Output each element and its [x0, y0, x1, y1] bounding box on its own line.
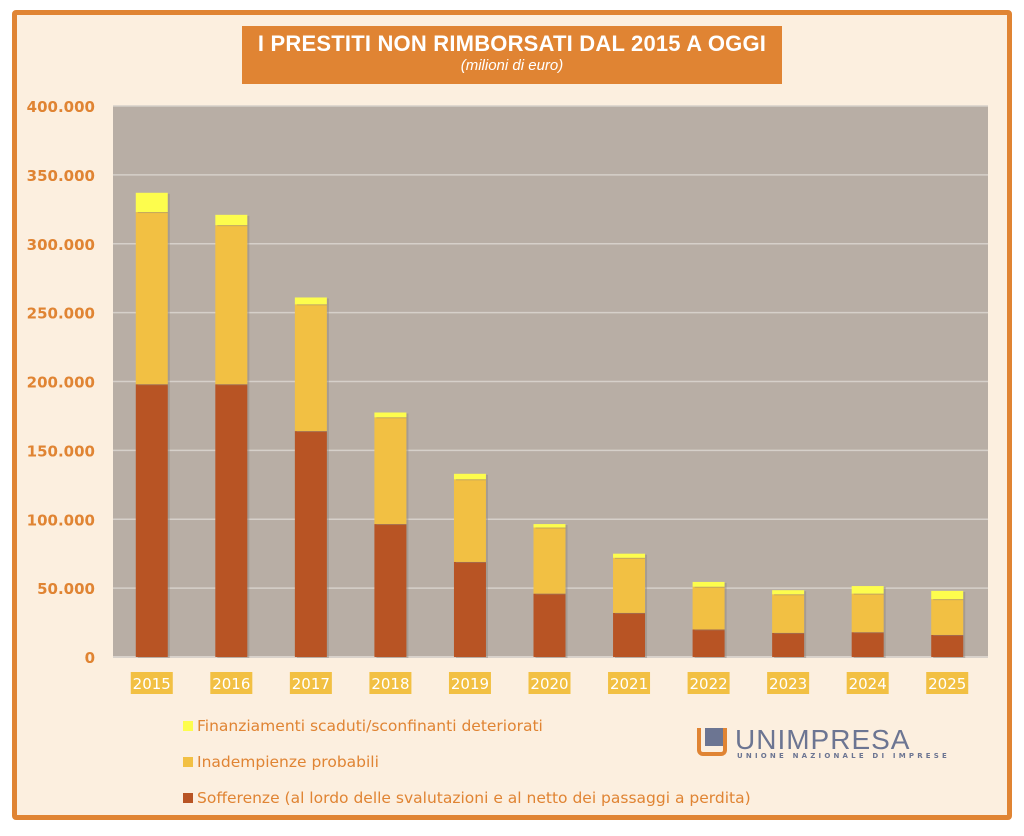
- bar-segment-scaduti: [294, 297, 327, 305]
- y-tick-label: 200.000: [27, 374, 95, 392]
- x-tick-bg: [369, 672, 412, 694]
- bar-segment-inadempienze: [533, 527, 566, 594]
- bar-stack-2021: [613, 553, 648, 658]
- legend-label: Finanziamenti scaduti/sconfinanti deteri…: [197, 717, 543, 735]
- bar-stack-2020: [533, 524, 568, 658]
- legend-swatch-scaduti: [183, 721, 193, 731]
- x-tick-bg: [767, 672, 810, 694]
- x-tick-label: 2024: [849, 675, 887, 693]
- x-tick-label: 2019: [451, 675, 489, 693]
- x-tick-label: 2016: [212, 675, 250, 693]
- bar-segment-inadempienze: [135, 212, 168, 385]
- bar-segment-inadempienze: [294, 304, 327, 432]
- bar-segment-scaduti: [772, 590, 805, 595]
- x-axis: 2015 2016 2017 2018 2019 2020 2021 2022 2023 2024…: [130, 672, 969, 694]
- logo-tagline: UNIONE NAZIONALE DI IMPRESE: [737, 752, 950, 760]
- legend: Finanziamenti scaduti/sconfinanti deteri…: [183, 708, 751, 816]
- x-tick-bg: [608, 672, 651, 694]
- y-tick-label: 50.000: [37, 580, 95, 598]
- legend-item: Sofferenze (al lordo delle svalutazioni …: [183, 780, 751, 816]
- y-axis: 0 50.000 100.000 150.000 200.000 250.000 300.0…: [27, 98, 95, 667]
- bar-segment-scaduti: [692, 581, 725, 587]
- bar-segment-scaduti: [851, 586, 884, 594]
- bar-segment-inadempienze: [772, 594, 805, 633]
- title-banner: I PRESTITI NON RIMBORSATI DAL 2015 A OGG…: [242, 26, 782, 84]
- x-tick-bg: [926, 672, 969, 694]
- bar-segment-inadempienze: [215, 225, 248, 385]
- bar-segment-sofferenze: [215, 384, 248, 657]
- chart-title: I PRESTITI NON RIMBORSATI DAL 2015 A OGG…: [257, 31, 767, 56]
- bar-segment-scaduti: [215, 214, 248, 226]
- eu-flag-icon: [705, 728, 723, 746]
- y-tick-label: 150.000: [27, 442, 95, 460]
- x-tick-label: 2017: [292, 675, 330, 693]
- bar-segment-sofferenze: [453, 561, 486, 657]
- bar-segment-sofferenze: [374, 524, 407, 657]
- y-tick-label: 0: [85, 649, 95, 667]
- bar-stack-2024: [851, 586, 886, 658]
- legend-item: Finanziamenti scaduti/sconfinanti deteri…: [183, 708, 751, 744]
- x-tick-label: 2018: [371, 675, 409, 693]
- bar-stack-2019: [453, 473, 488, 658]
- logo-wordmark: UNIMPRESA: [735, 724, 911, 755]
- bar-stack-2025: [931, 590, 966, 658]
- x-tick-bg: [448, 672, 491, 694]
- x-tick-bg: [289, 672, 332, 694]
- bar-segment-scaduti: [453, 473, 486, 480]
- bar-stack-2018: [374, 412, 409, 658]
- bar-segment-sofferenze: [772, 632, 805, 657]
- y-tick-label: 350.000: [27, 167, 95, 185]
- bars: [135, 192, 966, 658]
- x-tick-bg: [210, 672, 253, 694]
- bar-stack-2022: [692, 581, 727, 658]
- bar-segment-inadempienze: [374, 417, 407, 525]
- bar-segment-sofferenze: [931, 634, 964, 657]
- x-tick-bg: [846, 672, 889, 694]
- bar-segment-sofferenze: [692, 629, 725, 657]
- y-tick-label: 250.000: [27, 305, 95, 323]
- legend-swatch-sofferenze: [183, 793, 193, 803]
- legend-label: Inadempienze probabili: [197, 753, 379, 771]
- legend-label: Sofferenze (al lordo delle svalutazioni …: [197, 789, 751, 807]
- legend-item: Inadempienze probabili: [183, 744, 751, 780]
- bar-segment-inadempienze: [692, 586, 725, 630]
- x-tick-label: 2020: [530, 675, 568, 693]
- x-tick-label: 2021: [610, 675, 648, 693]
- y-tick-label: 400.000: [27, 98, 95, 116]
- bar-segment-inadempienze: [931, 599, 964, 635]
- bar-segment-sofferenze: [851, 632, 884, 657]
- x-tick-label: 2025: [928, 675, 966, 693]
- y-tick-label: 100.000: [27, 511, 95, 529]
- logo-mark-icon: [697, 728, 727, 756]
- bar-segment-sofferenze: [533, 593, 566, 657]
- chart-subtitle: (milioni di euro): [460, 57, 564, 74]
- bar-segment-scaduti: [533, 524, 566, 528]
- bar-segment-scaduti: [613, 553, 646, 558]
- bar-stack-2015: [135, 192, 170, 658]
- bar-segment-scaduti: [374, 412, 407, 418]
- y-tick-label: 300.000: [27, 236, 95, 254]
- bar-segment-scaduti: [931, 590, 964, 600]
- bar-segment-sofferenze: [613, 612, 646, 657]
- unimpresa-logo: UNIMPRESA UNIONE NAZIONALE DI IMPRESE: [697, 724, 977, 760]
- x-tick-label: 2015: [133, 675, 171, 693]
- bar-stack-2016: [215, 214, 250, 658]
- x-tick-bg: [528, 672, 571, 694]
- bar-segment-inadempienze: [613, 557, 646, 613]
- bar-segment-scaduti: [135, 192, 168, 213]
- bar-segment-inadempienze: [851, 593, 884, 633]
- x-tick-bg: [687, 672, 730, 694]
- bar-stack-2017: [294, 297, 329, 658]
- bar-segment-sofferenze: [294, 431, 327, 657]
- bar-segment-inadempienze: [453, 479, 486, 562]
- bar-segment-sofferenze: [135, 384, 168, 657]
- bar-stack-2023: [772, 590, 807, 658]
- legend-swatch-inadempienze: [183, 757, 193, 767]
- x-tick-label: 2023: [769, 675, 807, 693]
- x-tick-bg: [130, 672, 173, 694]
- x-tick-label: 2022: [689, 675, 727, 693]
